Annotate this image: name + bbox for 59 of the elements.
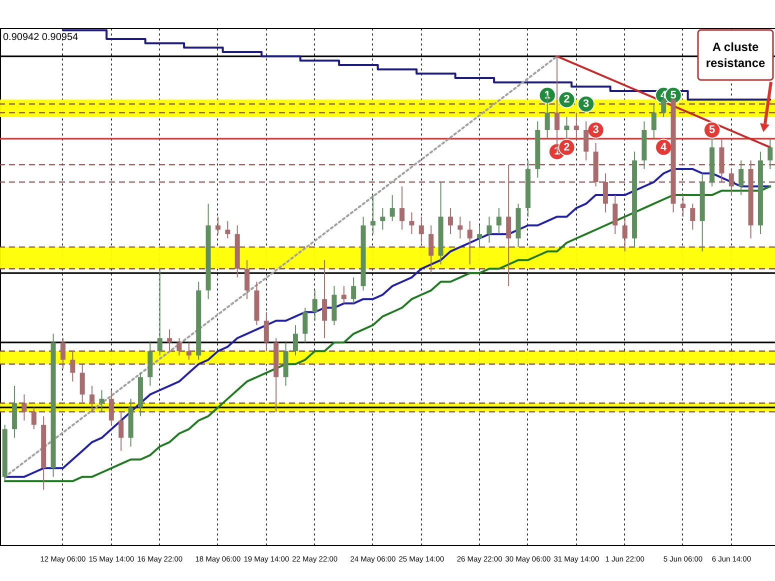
candlestick (400, 186, 405, 230)
candlestick (312, 290, 318, 322)
candlestick (612, 194, 618, 235)
candlestick (409, 212, 414, 235)
candlestick (70, 350, 76, 382)
series-label: 3 (592, 124, 599, 136)
candlestick (506, 164, 512, 287)
candlestick (602, 172, 608, 213)
candlestick (186, 342, 192, 360)
text: 0.90942 0.90954 (3, 32, 79, 43)
candlestick (574, 112, 579, 140)
candlestick (60, 338, 66, 369)
candlestick (322, 260, 328, 339)
series-label: 2 (564, 94, 570, 106)
candlestick (768, 138, 773, 170)
candlestick (99, 390, 104, 412)
candlestick (554, 56, 560, 152)
candlestick (496, 208, 502, 235)
candlestick (584, 120, 589, 161)
series-label: 5 (708, 124, 716, 136)
candlestick (31, 406, 36, 430)
series-label: 2 (564, 141, 570, 154)
candlestick (157, 268, 162, 356)
candlestick (458, 216, 463, 239)
candlestick (690, 203, 696, 230)
candlestick (108, 390, 114, 426)
candlestick (477, 224, 482, 248)
candlestick (467, 220, 472, 265)
candlestick (380, 208, 386, 230)
candlestick (738, 160, 744, 196)
annotation: A cluste resistance (706, 40, 766, 70)
candlestick (215, 216, 220, 235)
candlestick (80, 364, 85, 404)
series-label: 4 (660, 141, 668, 154)
candlestick (448, 208, 453, 235)
candlestick (651, 104, 656, 140)
candlestick (486, 216, 492, 244)
candlestick (341, 286, 346, 304)
candlestick (390, 194, 395, 222)
candlestick (418, 216, 424, 244)
candlestick (622, 216, 628, 252)
candlestick (428, 224, 434, 274)
candlestick (728, 168, 734, 196)
candlestick (680, 194, 686, 218)
candlestick (118, 411, 124, 452)
candlestick (167, 328, 172, 352)
series-label: 3 (583, 98, 590, 110)
candlestick (302, 307, 308, 343)
candlestick (244, 260, 250, 300)
candlestick (225, 220, 230, 239)
candlestick (292, 324, 298, 356)
candlestick (564, 116, 570, 140)
candlestick (176, 338, 182, 356)
candlestick (264, 312, 269, 352)
candlestick (351, 276, 356, 304)
series-label: 5 (670, 89, 676, 102)
candlestick (22, 394, 27, 421)
candlestick (370, 194, 376, 235)
candlestick (90, 385, 95, 412)
